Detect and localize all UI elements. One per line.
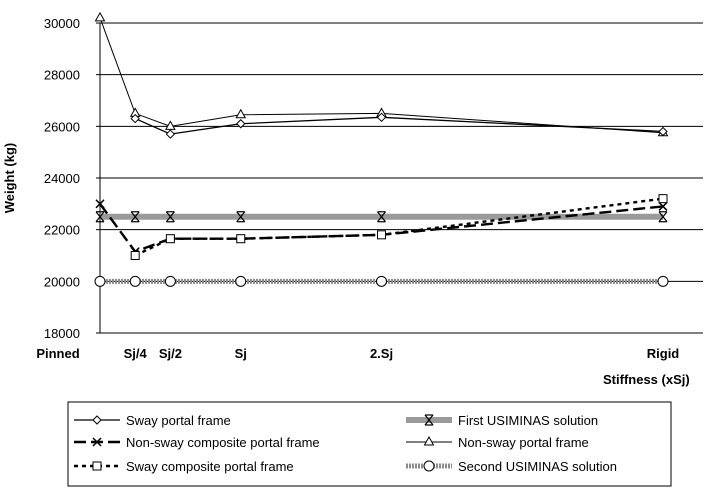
x-tick-label: Pinned (36, 346, 79, 361)
x-tick-labels: Pinned Sj/4 Sj/2 Sj 2.Sj Rigid (36, 346, 679, 361)
data-point (94, 11, 106, 22)
legend-swatch-marker (424, 414, 434, 426)
data-point (377, 211, 386, 223)
legend-box (67, 401, 672, 487)
data-point (130, 211, 140, 223)
data-point (95, 199, 105, 209)
legend-entry: First USIMINAS solution (406, 413, 598, 428)
legend-label: Non-sway composite portal frame (126, 435, 320, 450)
data-point (658, 194, 668, 204)
data-point (165, 234, 175, 244)
data-point (165, 120, 176, 130)
data-point (658, 126, 668, 137)
y-axis-title: Weight (kg) (2, 143, 17, 214)
legend-label: Sway composite portal frame (126, 459, 294, 474)
data-point (95, 211, 105, 223)
data-point (236, 119, 246, 129)
legend-label: First USIMINAS solution (458, 413, 598, 428)
data-point (376, 112, 387, 122)
data-point (236, 234, 246, 244)
y-tick-label: 22000 (44, 223, 80, 238)
legend-swatch-marker (92, 437, 102, 447)
x-axis-title: Stiffness (xSj) (603, 372, 690, 387)
data-point (235, 108, 247, 119)
series-line (99, 203, 664, 254)
data-point (130, 251, 140, 260)
data-point (377, 230, 386, 240)
y-tick-label: 26000 (44, 119, 80, 134)
legend-label: Sway portal frame (126, 413, 231, 428)
series-second-usiminas-solution (94, 275, 669, 287)
data-point (164, 275, 176, 287)
data-point (236, 211, 246, 223)
y-tick-label: 20000 (44, 274, 80, 289)
legend-swatch-marker (92, 461, 102, 471)
series-first-usiminas-solution (95, 211, 668, 223)
x-tick-label: Sj/2 (159, 346, 182, 361)
data-point (165, 211, 175, 223)
data-point (165, 129, 176, 139)
legend-entry: Non-sway portal frame (406, 435, 589, 450)
data-point (94, 275, 106, 287)
legend-entry: Second USIMINAS solution (406, 459, 617, 474)
data-point (130, 113, 140, 124)
x-tick-label: Rigid (647, 346, 680, 361)
legend-swatch-marker (92, 415, 102, 425)
data-point (657, 275, 669, 287)
series-line (134, 197, 664, 257)
x-tick-label: Sj (235, 346, 247, 361)
grid-lines (96, 22, 703, 334)
data-point (658, 201, 668, 211)
legend-entry: Sway composite portal frame (74, 459, 294, 474)
data-point (658, 211, 668, 223)
data-point (376, 275, 387, 287)
y-tick-label: 28000 (44, 68, 80, 83)
legend-swatch-marker (423, 435, 435, 446)
data-point (129, 275, 141, 287)
series-line (134, 116, 664, 135)
legend-entry: Non-sway composite portal frame (74, 435, 320, 450)
legend-label: Second USIMINAS solution (458, 459, 617, 474)
series-sway-portal-frame (130, 112, 668, 139)
y-tick-label: 30000 (44, 16, 80, 31)
x-tick-label: 2.Sj (370, 346, 393, 361)
y-tick-label: 24000 (44, 171, 80, 186)
legend: Sway portal frame First USIMINAS solution… (74, 413, 617, 474)
series-layer (94, 11, 669, 287)
legend-label: Non-sway portal frame (458, 435, 589, 450)
series-sway-composite-portal-frame (130, 194, 668, 260)
y-tick-labels: 18000 20000 22000 24000 26000 28000 30000 (44, 16, 80, 341)
x-tick-label: Sj/4 (124, 346, 148, 361)
data-point (235, 275, 247, 287)
series-line (99, 17, 664, 134)
y-tick-label: 18000 (44, 326, 80, 341)
legend-swatch-marker (423, 460, 435, 472)
legend-entry: Sway portal frame (74, 413, 231, 428)
